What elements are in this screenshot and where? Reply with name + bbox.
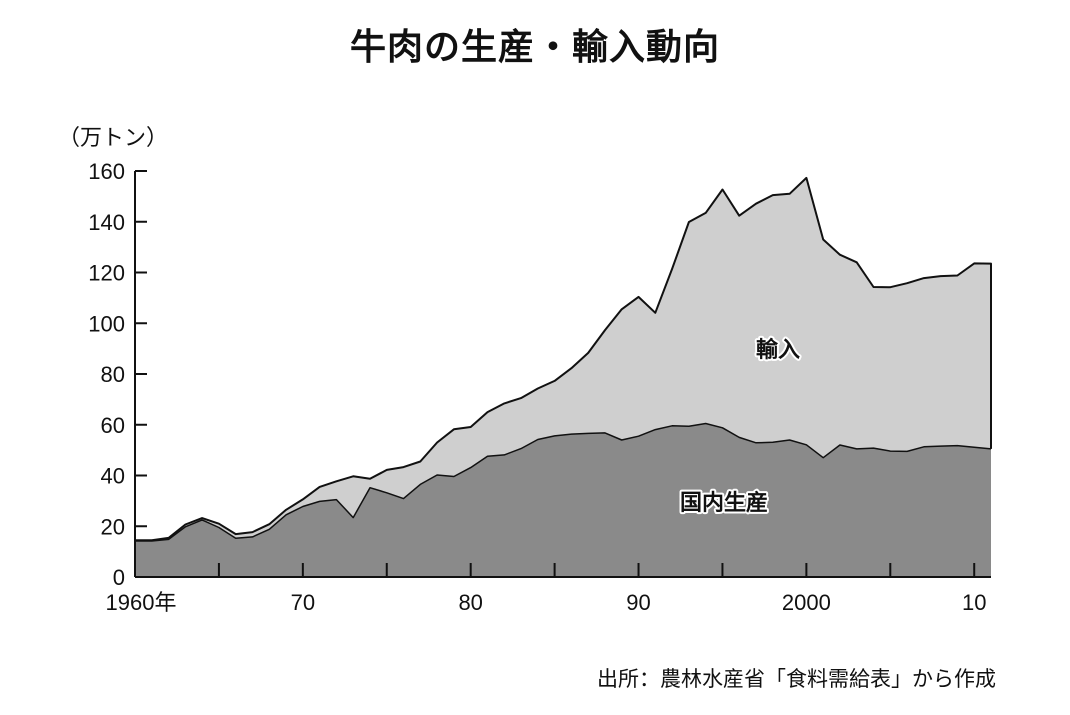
- x-tick-label-1960: 1960年: [106, 590, 177, 615]
- domestic-production-top-line: [135, 422, 992, 542]
- chart-title: 牛肉の生産・輸入動向: [349, 27, 720, 68]
- x-tick-label-1980: 80: [458, 590, 482, 615]
- x-tick-label-2000: 2000: [782, 590, 831, 615]
- axes: 0 20 40 60 80 100 120 140 160 1960年 70 80 90 2000 10: [88, 159, 991, 615]
- import-area: [135, 177, 991, 541]
- source-note: 出所：農林水産省「食料需給表」から作成: [597, 667, 996, 691]
- y-tick-label-80: 80: [101, 362, 125, 387]
- y-tick-label-40: 40: [101, 464, 125, 489]
- y-tick-label-160: 160: [88, 159, 125, 184]
- x-tick-label-2010: 10: [962, 590, 986, 615]
- y-axis-unit-label: （万トン）: [58, 126, 169, 151]
- x-tick-label-1990: 90: [626, 590, 650, 615]
- y-tick-label-120: 120: [88, 261, 125, 286]
- domestic-production-area: [135, 423, 991, 577]
- domestic-production-area-label: 国内生産: [680, 490, 768, 516]
- import-top-line: [135, 176, 992, 542]
- y-tick-label-0: 0: [113, 565, 125, 590]
- y-tick-label-140: 140: [88, 210, 125, 235]
- y-tick-label-100: 100: [88, 311, 125, 336]
- x-tick-label-1970: 70: [291, 590, 315, 615]
- import-area-label: 輸入: [756, 337, 800, 363]
- y-tick-label-60: 60: [101, 413, 125, 438]
- y-tick-label-20: 20: [101, 514, 125, 539]
